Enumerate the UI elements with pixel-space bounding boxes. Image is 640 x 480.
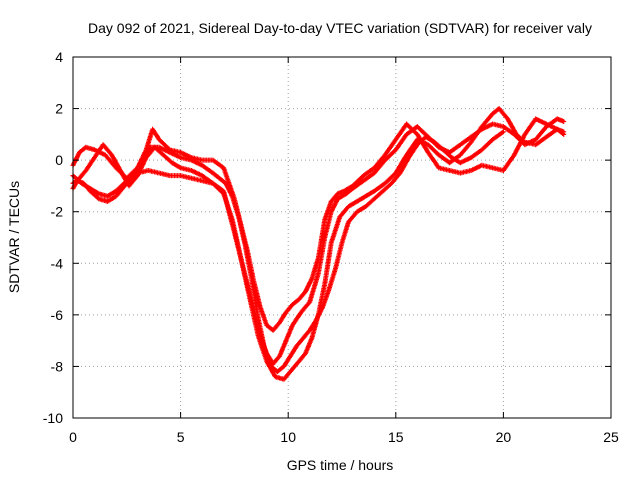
x-tick-label: 10 [280,429,296,445]
x-tick-label: 0 [69,429,77,445]
series-1-points [70,116,567,333]
y-axis-ticks: -10 -8 -6 -4 -2 0 2 4 [43,49,611,426]
y-tick-label: 4 [55,49,63,65]
x-axis-label: GPS time / hours [287,457,394,473]
y-tick-label: -10 [43,410,63,426]
data-points [70,106,567,382]
x-tick-label: 20 [496,429,512,445]
y-axis-label: SDTVAR / TECUs [6,181,22,293]
grid-lines [73,57,611,418]
x-axis-ticks: 0 5 10 15 20 25 [69,57,619,445]
x-tick-label: 25 [603,429,619,445]
y-tick-label: -2 [51,204,64,220]
x-tick-label: 15 [388,429,404,445]
y-tick-label: -4 [51,255,64,271]
series-1 [70,116,567,333]
chart-title: Day 092 of 2021, Sidereal Day-to-day VTE… [88,20,592,36]
y-tick-label: 2 [55,101,63,117]
y-tick-label: -6 [51,307,64,323]
x-tick-label: 5 [177,429,185,445]
y-tick-label: -8 [51,358,64,374]
plot-frame [72,56,612,419]
y-tick-label: 0 [55,152,63,168]
